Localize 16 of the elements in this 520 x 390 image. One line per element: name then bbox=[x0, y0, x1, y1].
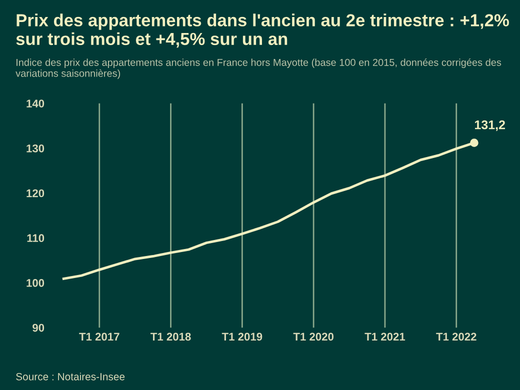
chart-subtitle: Indice des prix des appartements anciens en France hors Mayotte (base 100 en 2015, données corrigées des variations saisonnières) bbox=[16, 58, 502, 79]
y-tick-label: 110 bbox=[27, 234, 44, 242]
x-tick-label: T1 2017 bbox=[79, 332, 120, 341]
x-tick-label: T1 2021 bbox=[364, 332, 406, 341]
chart-title: Prix des appartements dans l'ancien au 2e trimestre : +1,2% sur trois mois et +4,5% sur un an bbox=[16, 14, 509, 48]
x-tick-label: T1 2018 bbox=[150, 332, 191, 341]
x-tick-label: T1 2022 bbox=[436, 332, 476, 341]
x-tick-label: T1 2019 bbox=[222, 332, 262, 341]
y-tick-label: 100 bbox=[26, 279, 44, 287]
x-tick-label: T1 2020 bbox=[293, 332, 334, 341]
y-tick-label: 120 bbox=[26, 189, 44, 198]
y-tick-label: 90 bbox=[32, 324, 44, 332]
y-tick-label: 140 bbox=[26, 100, 44, 108]
data-label: 131,2 bbox=[475, 120, 505, 132]
y-tick-label: 130 bbox=[26, 144, 44, 152]
source-note: Source : Notaires-Insee bbox=[16, 372, 125, 380]
